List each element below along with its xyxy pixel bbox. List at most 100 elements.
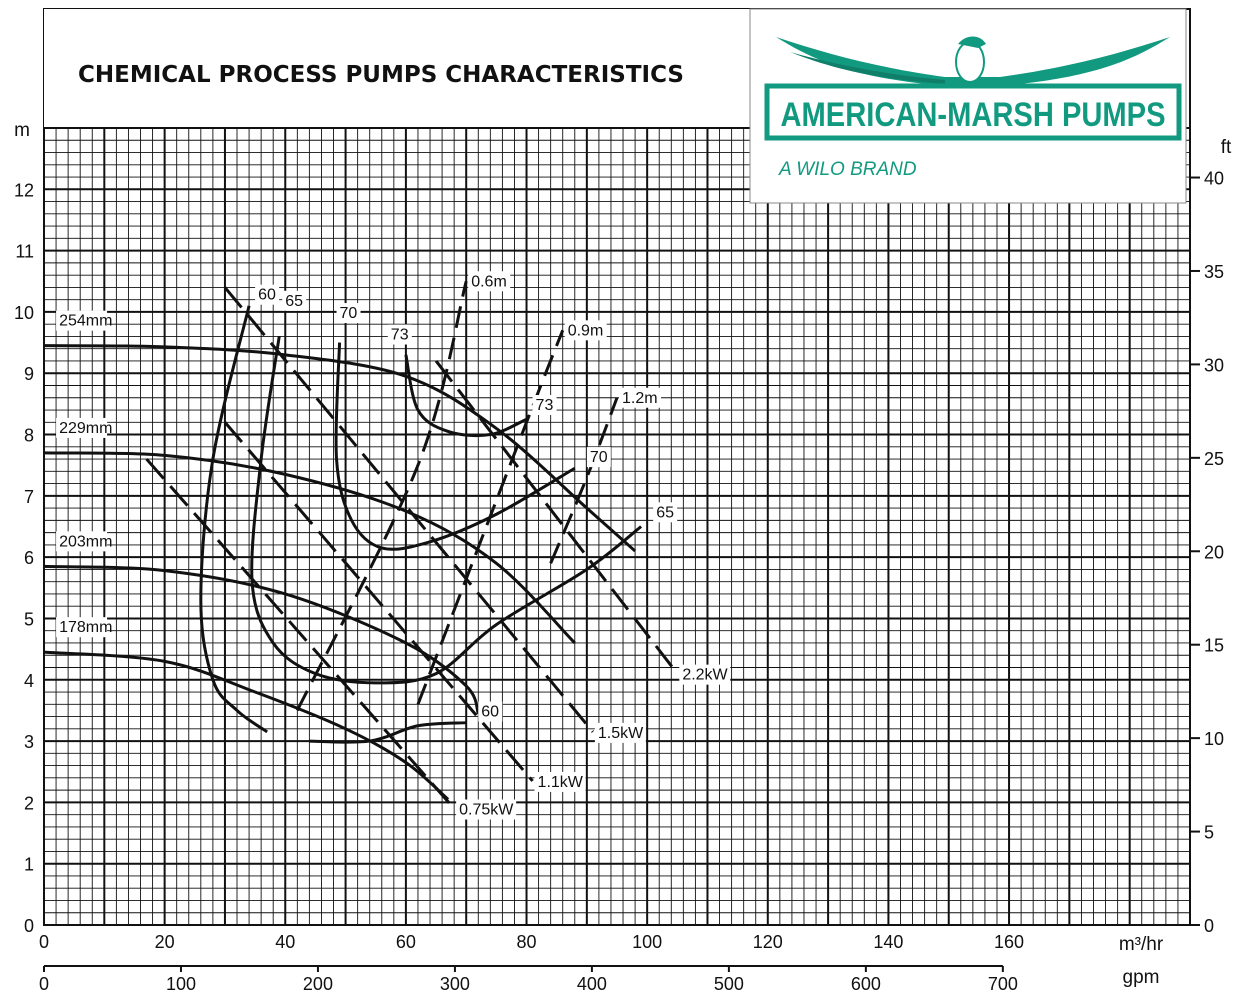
y-tick-label: 6 (24, 548, 34, 568)
y-tick-label: 3 (24, 732, 34, 752)
x2-tick-label: 300 (440, 974, 470, 994)
power-label-1.5kW-bg (594, 722, 646, 743)
efficiency-label-73-top-bg (387, 324, 412, 345)
brand-logo: AMERICAN-MARSH PUMPS A WILO BRAND (749, 8, 1187, 204)
y-tick-label: 4 (24, 671, 34, 691)
y2-tick-label: 20 (1204, 542, 1224, 562)
power-line-0.75kW (145, 458, 456, 810)
eagle-logo-icon (776, 36, 1170, 86)
impeller-label-178mm-bg (56, 617, 108, 638)
impeller-label-254mm: 254mm (59, 313, 112, 330)
efficiency-curve-60 (309, 721, 467, 744)
y-tick-label: 2 (24, 793, 34, 813)
y2-tick-label: 25 (1204, 449, 1224, 469)
efficiency-label-73-3: 73 (536, 397, 554, 414)
y-tick-label: 8 (24, 426, 34, 446)
power-label-1.1kW: 1.1kW (538, 774, 584, 791)
power-line-2.2kW (434, 360, 679, 675)
efficiency-curve-70 (334, 342, 576, 551)
npsh-line-0.6m (295, 280, 468, 712)
npsh-label-0.6m: 0.6m (471, 273, 507, 290)
y2-tick-label: 30 (1204, 355, 1224, 375)
x-axis-label: m³/hr (1119, 934, 1164, 955)
y-tick-label: 1 (24, 855, 34, 875)
y-tick-label: 12 (14, 180, 34, 200)
efficiency-label-73-3-bg (532, 395, 557, 416)
x-tick-label: 60 (396, 932, 416, 952)
x2-tick-label: 100 (166, 974, 196, 994)
power-line-1.5kW (223, 286, 595, 733)
x-tick-label: 120 (753, 932, 783, 952)
impeller-curve-203mm (43, 564, 480, 715)
brand-tagline: A WILO BRAND (778, 159, 917, 180)
efficiency-label-73-top: 73 (391, 327, 409, 344)
impeller-label-203mm: 203mm (59, 533, 112, 550)
x-tick-label: 40 (275, 932, 295, 952)
y2-tick-label: 5 (1204, 823, 1214, 843)
curves-layer (43, 280, 679, 810)
impeller-label-203mm-bg (56, 531, 108, 552)
efficiency-label-65-1-bg (282, 290, 307, 311)
efficiency-label-70-2-bg (336, 303, 361, 324)
efficiency-label-70-end-bg (586, 447, 611, 468)
efficiency-label-60-4-bg (478, 701, 503, 722)
x2-axis-label: gpm (1123, 967, 1160, 988)
npsh-label-0.9m: 0.9m (568, 322, 604, 339)
y-tick-label: 0 (24, 916, 34, 936)
efficiency-label-65-end: 65 (656, 504, 674, 521)
y-tick-label: 10 (14, 303, 34, 323)
y-axis-label: m (14, 120, 30, 141)
npsh-label-0.6m-bg (468, 271, 511, 292)
efficiency-curve-65 (250, 336, 643, 685)
efficiency-curve-60 (199, 305, 269, 734)
efficiency-label-70-2: 70 (340, 305, 358, 322)
power-label-2.2kW-bg (679, 664, 731, 685)
y2-axis-label: ft (1221, 137, 1232, 158)
y2-tick-label: 15 (1204, 636, 1224, 656)
y2-tick-label: 10 (1204, 729, 1224, 749)
power-label-1.1kW-bg (534, 771, 586, 792)
y-tick-label: 11 (15, 242, 34, 262)
impeller-curve-254mm (43, 344, 637, 553)
y2-tick-label: 40 (1204, 169, 1224, 189)
x2-tick-label: 600 (851, 974, 881, 994)
efficiency-label-60-0: 60 (258, 287, 276, 304)
power-label-0.75kW: 0.75kW (459, 802, 514, 819)
impeller-label-229mm-bg (56, 417, 108, 438)
x2-tick-label: 500 (714, 974, 744, 994)
x-tick-label: 140 (873, 932, 903, 952)
chart-title: CHEMICAL PROCESS PUMPS CHARACTERISTICS (78, 62, 684, 88)
efficiency-label-65-end-bg (653, 502, 678, 523)
power-label-0.75kW-bg (456, 799, 517, 820)
npsh-line-0.9m (416, 329, 565, 705)
y-tick-label: 7 (24, 487, 34, 507)
title-box (44, 9, 750, 127)
impeller-label-178mm: 178mm (59, 619, 112, 636)
impeller-label-254mm-bg (56, 310, 108, 331)
y-tick-label: 5 (24, 609, 34, 629)
efficiency-label-70-end: 70 (590, 449, 608, 466)
x-tick-label: 20 (155, 932, 175, 952)
x2-tick-label: 200 (303, 974, 333, 994)
grid-major (43, 127, 1191, 926)
npsh-label-0.9m-bg (564, 320, 607, 341)
power-label-1.5kW: 1.5kW (598, 725, 644, 742)
labels-layer: 254mm 229mm 203mm 178mm 60 65 70 73 60 73 70 65 0.6m… (56, 271, 731, 820)
npsh-line-1.2m (549, 397, 619, 564)
npsh-label-1.2m: 1.2m (622, 390, 658, 407)
x2-tick-label: 0 (39, 974, 49, 994)
efficiency-label-60-4: 60 (481, 704, 499, 721)
y-tick-label: 9 (24, 364, 34, 384)
x-tick-label: 160 (994, 932, 1024, 952)
x2-tick-label: 400 (577, 974, 607, 994)
x-tick-label: 0 (39, 932, 49, 952)
efficiency-label-65-1: 65 (285, 293, 303, 310)
x-tick-label: 80 (517, 932, 537, 952)
efficiency-label-60-0-bg (255, 284, 280, 305)
impeller-curve-178mm (43, 650, 450, 801)
y2-tick-label: 0 (1204, 916, 1214, 936)
x-tick-label: 100 (632, 932, 662, 952)
x2-tick-label: 700 (988, 974, 1018, 994)
brand-name: AMERICAN-MARSH PUMPS (781, 96, 1166, 134)
